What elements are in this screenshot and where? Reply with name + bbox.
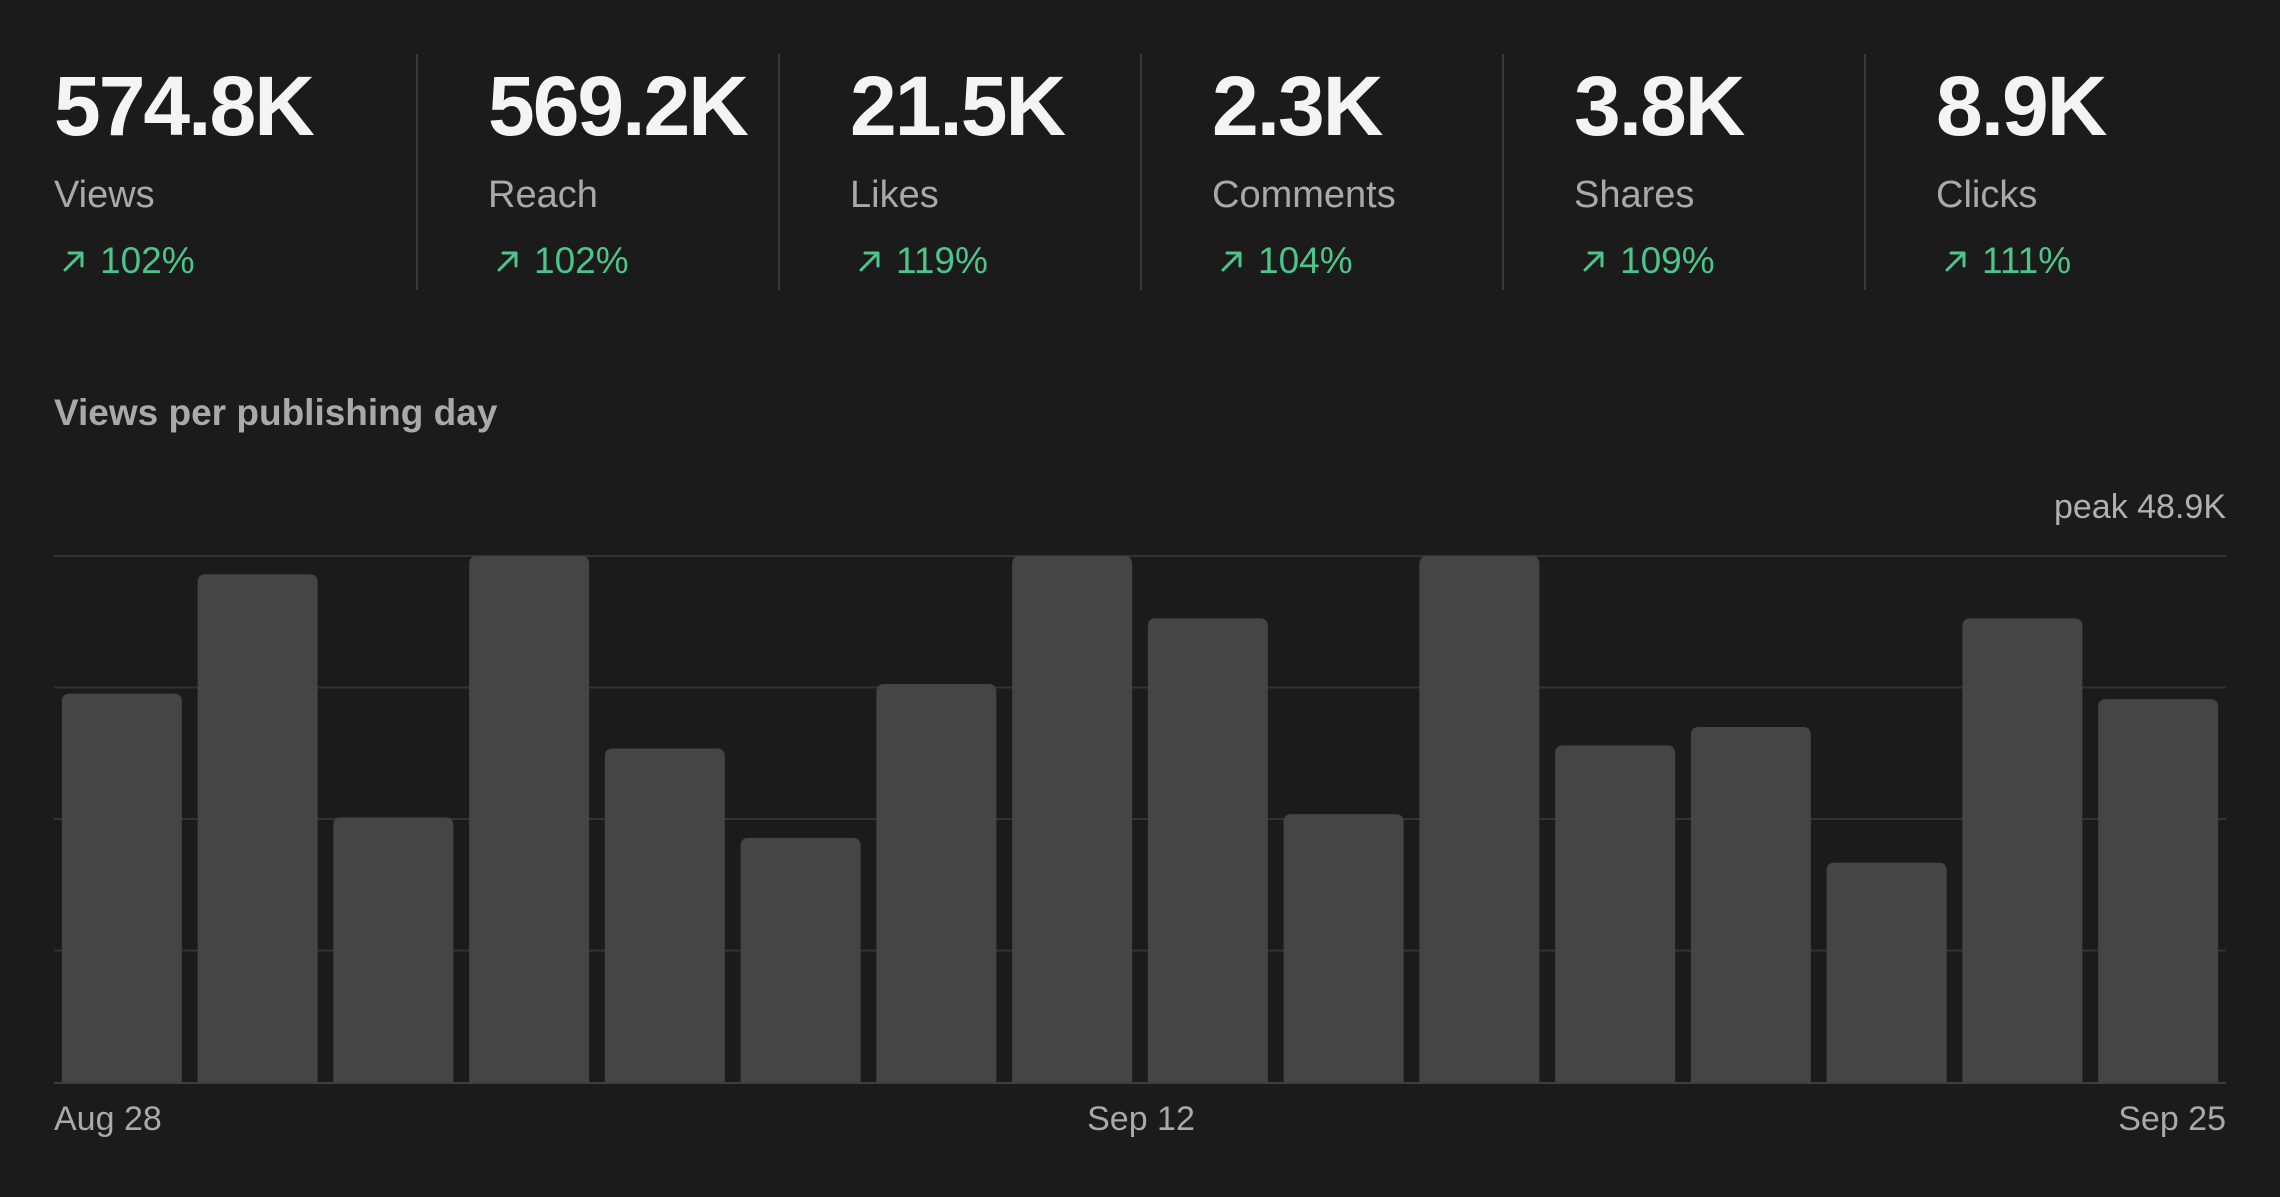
stat-delta: 102%	[488, 242, 747, 279]
arrow-up-right-icon	[1583, 251, 1604, 271]
stat-label: Clicks	[1936, 174, 2038, 216]
bar	[197, 574, 318, 1082]
stat-delta-value: 102%	[534, 240, 629, 281]
stat-delta-value: 109%	[1620, 240, 1715, 281]
stat-shares: 3.8K Shares 109%	[1502, 54, 1864, 290]
peak-label: peak 48.9K	[2053, 488, 2226, 526]
stat-value: 8.9K	[1936, 59, 2107, 153]
bar	[1283, 814, 1404, 1082]
divider	[1864, 54, 1866, 290]
bar	[1419, 556, 1540, 1082]
arrow-up-right-icon	[1945, 251, 1966, 271]
bar	[604, 748, 725, 1082]
stat-delta: 111%	[1936, 242, 2105, 279]
stat-value: 569.2K	[488, 59, 749, 153]
stat-delta-value: 111%	[1982, 240, 2072, 281]
arrow-up-right-icon	[1221, 251, 1242, 271]
divider	[778, 54, 780, 290]
stat-delta-value: 104%	[1258, 240, 1353, 281]
stat-delta: 102%	[54, 242, 313, 279]
bar	[333, 817, 454, 1082]
stat-reach: 569.2K Reach 102%	[416, 54, 778, 290]
stat-label: Reach	[488, 174, 598, 216]
stat-delta: 109%	[1574, 242, 1743, 279]
arrow-up-right-icon	[63, 251, 84, 271]
stats-row: 574.8K Views 102% 569.2K Reach 102% 21.5…	[54, 54, 2226, 290]
stat-label: Comments	[1212, 174, 1396, 216]
stat-value: 574.8K	[54, 59, 315, 153]
bar	[1555, 745, 1676, 1082]
arrow-up-right-icon	[859, 251, 880, 271]
stat-value: 3.8K	[1574, 59, 1745, 153]
stat-label: Shares	[1574, 174, 1695, 216]
stat-views: 574.8K Views 102%	[54, 54, 416, 290]
stat-label: Likes	[850, 174, 939, 216]
stat-value: 2.3K	[1212, 59, 1383, 153]
bar	[1962, 618, 2083, 1082]
x-tick-label: Aug 28	[54, 1100, 162, 1138]
x-tick-label: Sep 25	[2118, 1100, 2226, 1138]
divider	[416, 54, 418, 290]
stat-delta-value: 119%	[896, 240, 988, 281]
stat-comments: 2.3K Comments 104%	[1140, 54, 1502, 290]
x-tick-label: Sep 12	[1087, 1100, 1195, 1138]
bar	[740, 837, 861, 1082]
stat-clicks: 8.9K Clicks 111%	[1864, 54, 2226, 290]
bar	[1690, 727, 1811, 1082]
stat-delta: 104%	[1212, 242, 1396, 279]
bar	[61, 693, 182, 1082]
bar	[876, 684, 997, 1082]
bar	[1147, 618, 1268, 1082]
stat-delta: 119%	[850, 242, 1064, 279]
bar	[469, 556, 590, 1082]
stat-delta-value: 102%	[100, 240, 195, 281]
divider	[1140, 54, 1142, 290]
divider	[1502, 54, 1504, 290]
stat-likes: 21.5K Likes 119%	[778, 54, 1140, 290]
bar	[1012, 556, 1133, 1082]
bar	[2098, 699, 2219, 1082]
chart-title: Views per publishing day	[54, 392, 498, 433]
arrow-up-right-icon	[497, 251, 518, 271]
stat-value: 21.5K	[850, 59, 1066, 153]
stat-label: Views	[54, 174, 155, 216]
bar	[1826, 862, 1947, 1082]
